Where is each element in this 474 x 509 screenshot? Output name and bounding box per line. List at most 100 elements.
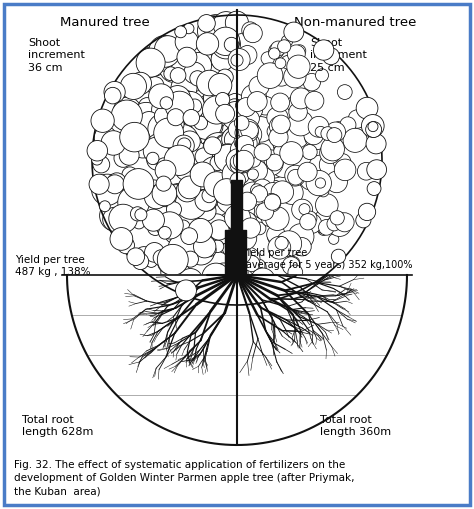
Circle shape bbox=[194, 116, 208, 130]
Circle shape bbox=[326, 122, 346, 142]
Circle shape bbox=[262, 183, 284, 205]
Circle shape bbox=[225, 205, 250, 231]
Circle shape bbox=[105, 175, 124, 194]
Circle shape bbox=[183, 109, 200, 126]
Circle shape bbox=[305, 124, 330, 150]
Circle shape bbox=[155, 160, 176, 181]
Circle shape bbox=[246, 140, 261, 155]
Circle shape bbox=[241, 122, 258, 139]
Circle shape bbox=[304, 125, 323, 145]
Circle shape bbox=[236, 100, 247, 111]
Circle shape bbox=[239, 125, 249, 135]
Circle shape bbox=[146, 133, 175, 162]
Circle shape bbox=[298, 162, 317, 182]
Circle shape bbox=[175, 188, 207, 219]
Circle shape bbox=[100, 201, 110, 212]
Circle shape bbox=[207, 114, 223, 129]
Circle shape bbox=[358, 203, 376, 220]
Circle shape bbox=[288, 265, 303, 280]
Circle shape bbox=[174, 132, 191, 149]
Circle shape bbox=[243, 110, 259, 127]
Circle shape bbox=[222, 127, 246, 151]
Circle shape bbox=[186, 115, 211, 139]
Circle shape bbox=[261, 52, 274, 65]
Circle shape bbox=[193, 236, 216, 258]
Circle shape bbox=[368, 134, 383, 149]
Circle shape bbox=[114, 149, 132, 167]
Circle shape bbox=[240, 206, 255, 220]
Circle shape bbox=[130, 133, 155, 158]
Circle shape bbox=[167, 54, 179, 66]
Circle shape bbox=[217, 135, 233, 152]
Circle shape bbox=[150, 83, 164, 97]
Circle shape bbox=[241, 182, 266, 207]
Circle shape bbox=[356, 213, 371, 228]
Circle shape bbox=[331, 249, 346, 264]
Circle shape bbox=[275, 237, 288, 250]
Circle shape bbox=[318, 224, 329, 235]
Circle shape bbox=[253, 167, 274, 189]
Circle shape bbox=[263, 155, 286, 178]
Circle shape bbox=[231, 244, 251, 264]
Circle shape bbox=[147, 220, 163, 236]
Circle shape bbox=[187, 47, 212, 72]
Circle shape bbox=[173, 135, 194, 156]
Circle shape bbox=[213, 155, 239, 181]
Circle shape bbox=[241, 84, 266, 109]
Circle shape bbox=[123, 168, 154, 200]
Circle shape bbox=[309, 155, 332, 178]
Circle shape bbox=[212, 135, 242, 165]
Circle shape bbox=[224, 37, 239, 52]
Circle shape bbox=[240, 124, 262, 145]
Circle shape bbox=[104, 81, 125, 103]
Circle shape bbox=[226, 149, 251, 174]
Circle shape bbox=[306, 171, 331, 196]
Circle shape bbox=[91, 154, 102, 165]
Circle shape bbox=[201, 15, 230, 43]
Circle shape bbox=[205, 140, 224, 159]
Circle shape bbox=[225, 129, 247, 152]
Circle shape bbox=[103, 197, 129, 223]
FancyBboxPatch shape bbox=[4, 4, 470, 505]
Circle shape bbox=[248, 135, 259, 147]
Circle shape bbox=[238, 122, 258, 142]
Circle shape bbox=[212, 145, 236, 169]
Circle shape bbox=[179, 131, 201, 152]
Circle shape bbox=[247, 140, 261, 154]
Circle shape bbox=[221, 151, 245, 175]
Circle shape bbox=[196, 33, 219, 55]
Circle shape bbox=[172, 150, 184, 162]
Circle shape bbox=[164, 88, 195, 120]
Circle shape bbox=[223, 160, 237, 175]
Circle shape bbox=[282, 257, 300, 275]
Circle shape bbox=[119, 145, 139, 165]
Circle shape bbox=[184, 68, 207, 91]
Circle shape bbox=[267, 228, 286, 246]
Circle shape bbox=[183, 186, 210, 214]
Circle shape bbox=[177, 91, 198, 111]
Circle shape bbox=[271, 93, 290, 112]
Circle shape bbox=[281, 55, 294, 69]
Circle shape bbox=[186, 156, 210, 181]
Circle shape bbox=[109, 197, 123, 212]
Circle shape bbox=[253, 222, 266, 235]
Circle shape bbox=[175, 92, 204, 121]
Circle shape bbox=[254, 144, 271, 161]
Circle shape bbox=[130, 102, 162, 134]
Circle shape bbox=[214, 159, 238, 184]
Circle shape bbox=[266, 154, 283, 171]
Circle shape bbox=[276, 231, 301, 257]
Circle shape bbox=[292, 199, 313, 220]
Circle shape bbox=[183, 253, 196, 267]
Circle shape bbox=[214, 200, 231, 217]
Circle shape bbox=[223, 152, 248, 177]
Circle shape bbox=[152, 181, 177, 206]
Circle shape bbox=[210, 114, 225, 129]
Circle shape bbox=[315, 178, 326, 188]
Circle shape bbox=[175, 159, 197, 181]
Circle shape bbox=[191, 109, 222, 139]
Circle shape bbox=[144, 194, 171, 221]
Circle shape bbox=[236, 132, 257, 154]
Circle shape bbox=[101, 131, 126, 155]
Circle shape bbox=[214, 103, 226, 116]
